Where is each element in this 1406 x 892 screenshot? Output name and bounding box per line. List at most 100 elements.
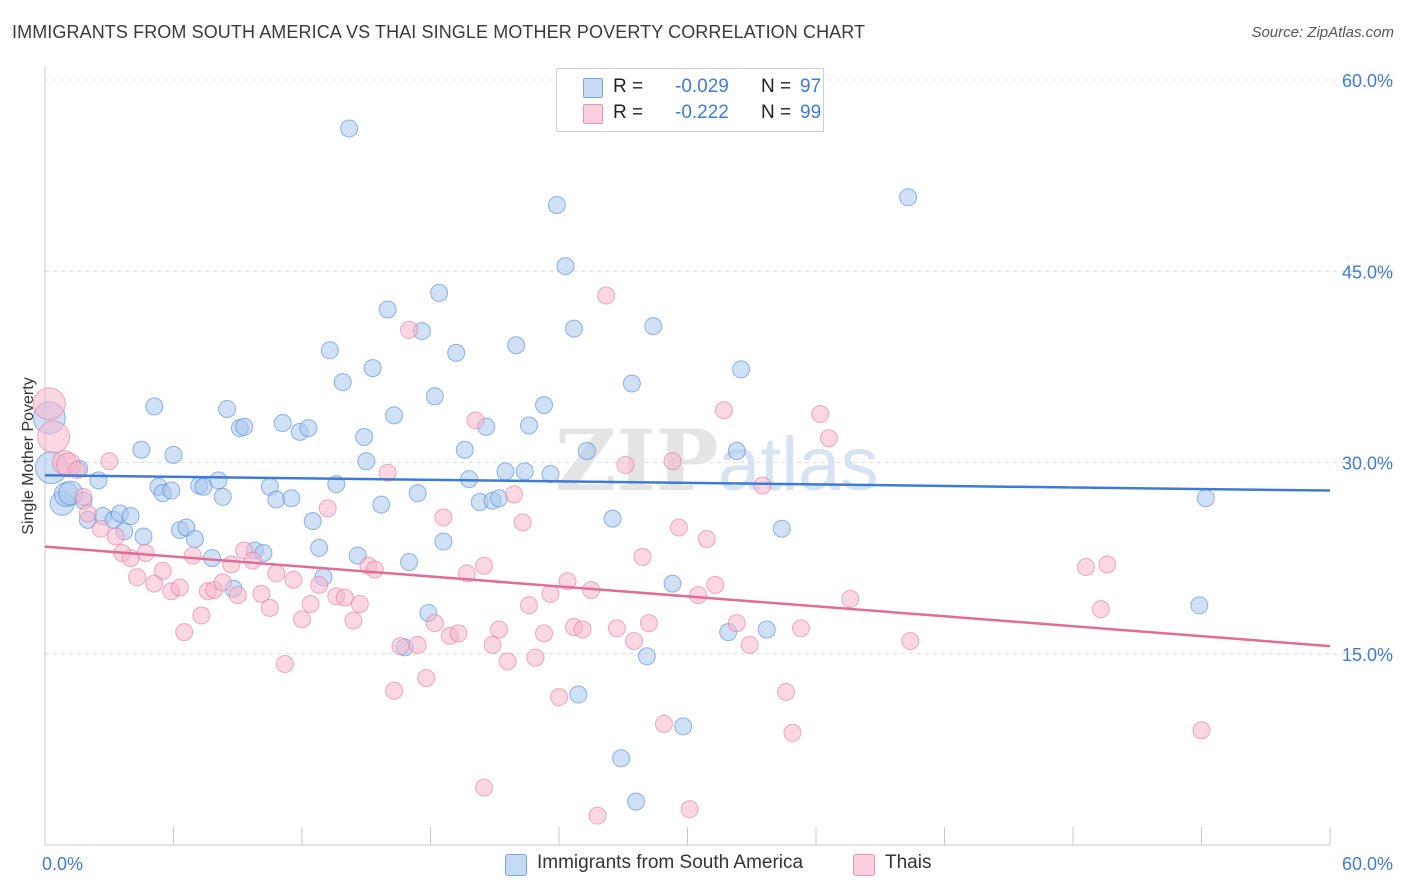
correlation-legend: R = -0.029 N = 97 R = -0.222 N = 99: [556, 68, 824, 132]
south-america-point: [145, 397, 164, 416]
thais-point: [128, 568, 147, 587]
south-america-point: [355, 428, 374, 446]
trend-lines: [44, 474, 1331, 648]
south-america-point: [282, 489, 301, 508]
thais-trend-line: [44, 545, 1331, 648]
thais-point: [91, 519, 110, 538]
y-tick-label: 15.0%: [1342, 645, 1393, 665]
thais-point: [425, 614, 444, 633]
south-america-point: [213, 487, 232, 506]
thais-point: [267, 564, 286, 583]
south-america-point: [447, 343, 466, 362]
south-america-point: [496, 462, 515, 481]
thais-point: [32, 387, 66, 421]
thais-point: [792, 619, 811, 638]
south-america-point: [547, 195, 566, 214]
south-america-point: [637, 647, 656, 666]
thais-point: [1098, 555, 1117, 574]
thais-point: [783, 723, 802, 742]
thais-point: [37, 420, 71, 454]
y-tick-label: 60.0%: [1342, 71, 1393, 91]
tick-labels: 15.0% 30.0% 45.0% 60.0% 0.0% 60.0%: [42, 71, 1393, 874]
thais-point: [483, 635, 502, 654]
south-america-point: [612, 749, 631, 768]
x-tick-label: 0.0%: [42, 854, 83, 874]
thais-point: [706, 575, 725, 594]
thais-point: [318, 499, 337, 518]
south-america-point: [603, 509, 622, 528]
thais-point: [301, 595, 320, 614]
south-america-point: [1196, 489, 1215, 508]
south-america-point: [132, 440, 151, 459]
thais-point: [697, 530, 716, 548]
thais-point: [654, 714, 673, 733]
thais-point: [520, 596, 539, 615]
thais-point: [624, 632, 643, 650]
south-america-point: [772, 519, 791, 538]
south-america-point: [425, 387, 444, 406]
south-america-point: [310, 538, 329, 557]
thais-point: [505, 485, 524, 504]
thais-point: [616, 456, 635, 475]
thais-point: [74, 487, 93, 506]
thais-point: [740, 635, 759, 654]
source-label: Source: ZipAtlas.com: [1251, 24, 1394, 41]
thais-point: [633, 547, 652, 566]
south-america-point: [164, 445, 183, 464]
south-america-point: [299, 419, 318, 438]
south-america-point: [430, 283, 449, 302]
legend-n-value: 97: [800, 76, 822, 97]
thais-point: [78, 504, 97, 523]
thais-point: [385, 681, 404, 700]
svg-text:atlas: atlas: [718, 422, 879, 507]
thais-point: [192, 606, 211, 625]
thais-point: [243, 551, 262, 570]
thais-point: [727, 614, 746, 633]
series-thais-points: [32, 286, 1211, 825]
thais-point: [1076, 558, 1095, 577]
legend-swatch-blue: [583, 78, 603, 98]
legend-r-label: R =: [613, 76, 644, 97]
south-america-point: [185, 530, 204, 548]
south-america-point: [663, 574, 682, 593]
thais-point: [457, 564, 476, 583]
thais-point: [260, 598, 279, 617]
south-america-point: [333, 373, 352, 392]
south-america-point: [535, 396, 554, 415]
south-america-point: [372, 495, 391, 514]
south-america-point: [1190, 596, 1209, 615]
thais-point: [222, 555, 241, 574]
thais-point: [275, 654, 294, 673]
south-america-point: [490, 489, 509, 508]
south-america-point: [162, 481, 181, 500]
legend-r-label: R =: [613, 102, 644, 123]
y-tick-label: 30.0%: [1342, 454, 1393, 474]
thais-point: [365, 560, 384, 579]
y-tick-label: 45.0%: [1342, 262, 1393, 282]
legend-n-label: N =: [761, 102, 792, 123]
legend-swatch-pink: [853, 854, 875, 876]
thais-point: [475, 778, 494, 797]
south-america-point: [644, 317, 663, 336]
south-america-point: [520, 416, 539, 435]
thais-point: [535, 624, 554, 643]
south-america-point: [541, 464, 560, 483]
south-america-point: [400, 552, 419, 571]
thais-point: [344, 611, 363, 630]
thais-point: [597, 286, 616, 305]
south-america-point: [569, 685, 588, 704]
thais-point: [680, 800, 699, 819]
thais-point: [669, 518, 688, 537]
south-america-point: [899, 188, 918, 207]
south-america-point: [340, 119, 359, 138]
thais-point: [588, 806, 607, 825]
thais-point: [714, 401, 733, 420]
thais-point: [811, 405, 830, 424]
south-america-point: [757, 620, 776, 639]
legend-swatch-blue: [505, 854, 527, 876]
thais-point: [417, 668, 436, 687]
legend-n-label: N =: [761, 76, 792, 97]
thais-point: [753, 476, 772, 495]
south-america-point: [267, 490, 286, 509]
thais-point: [391, 637, 410, 656]
